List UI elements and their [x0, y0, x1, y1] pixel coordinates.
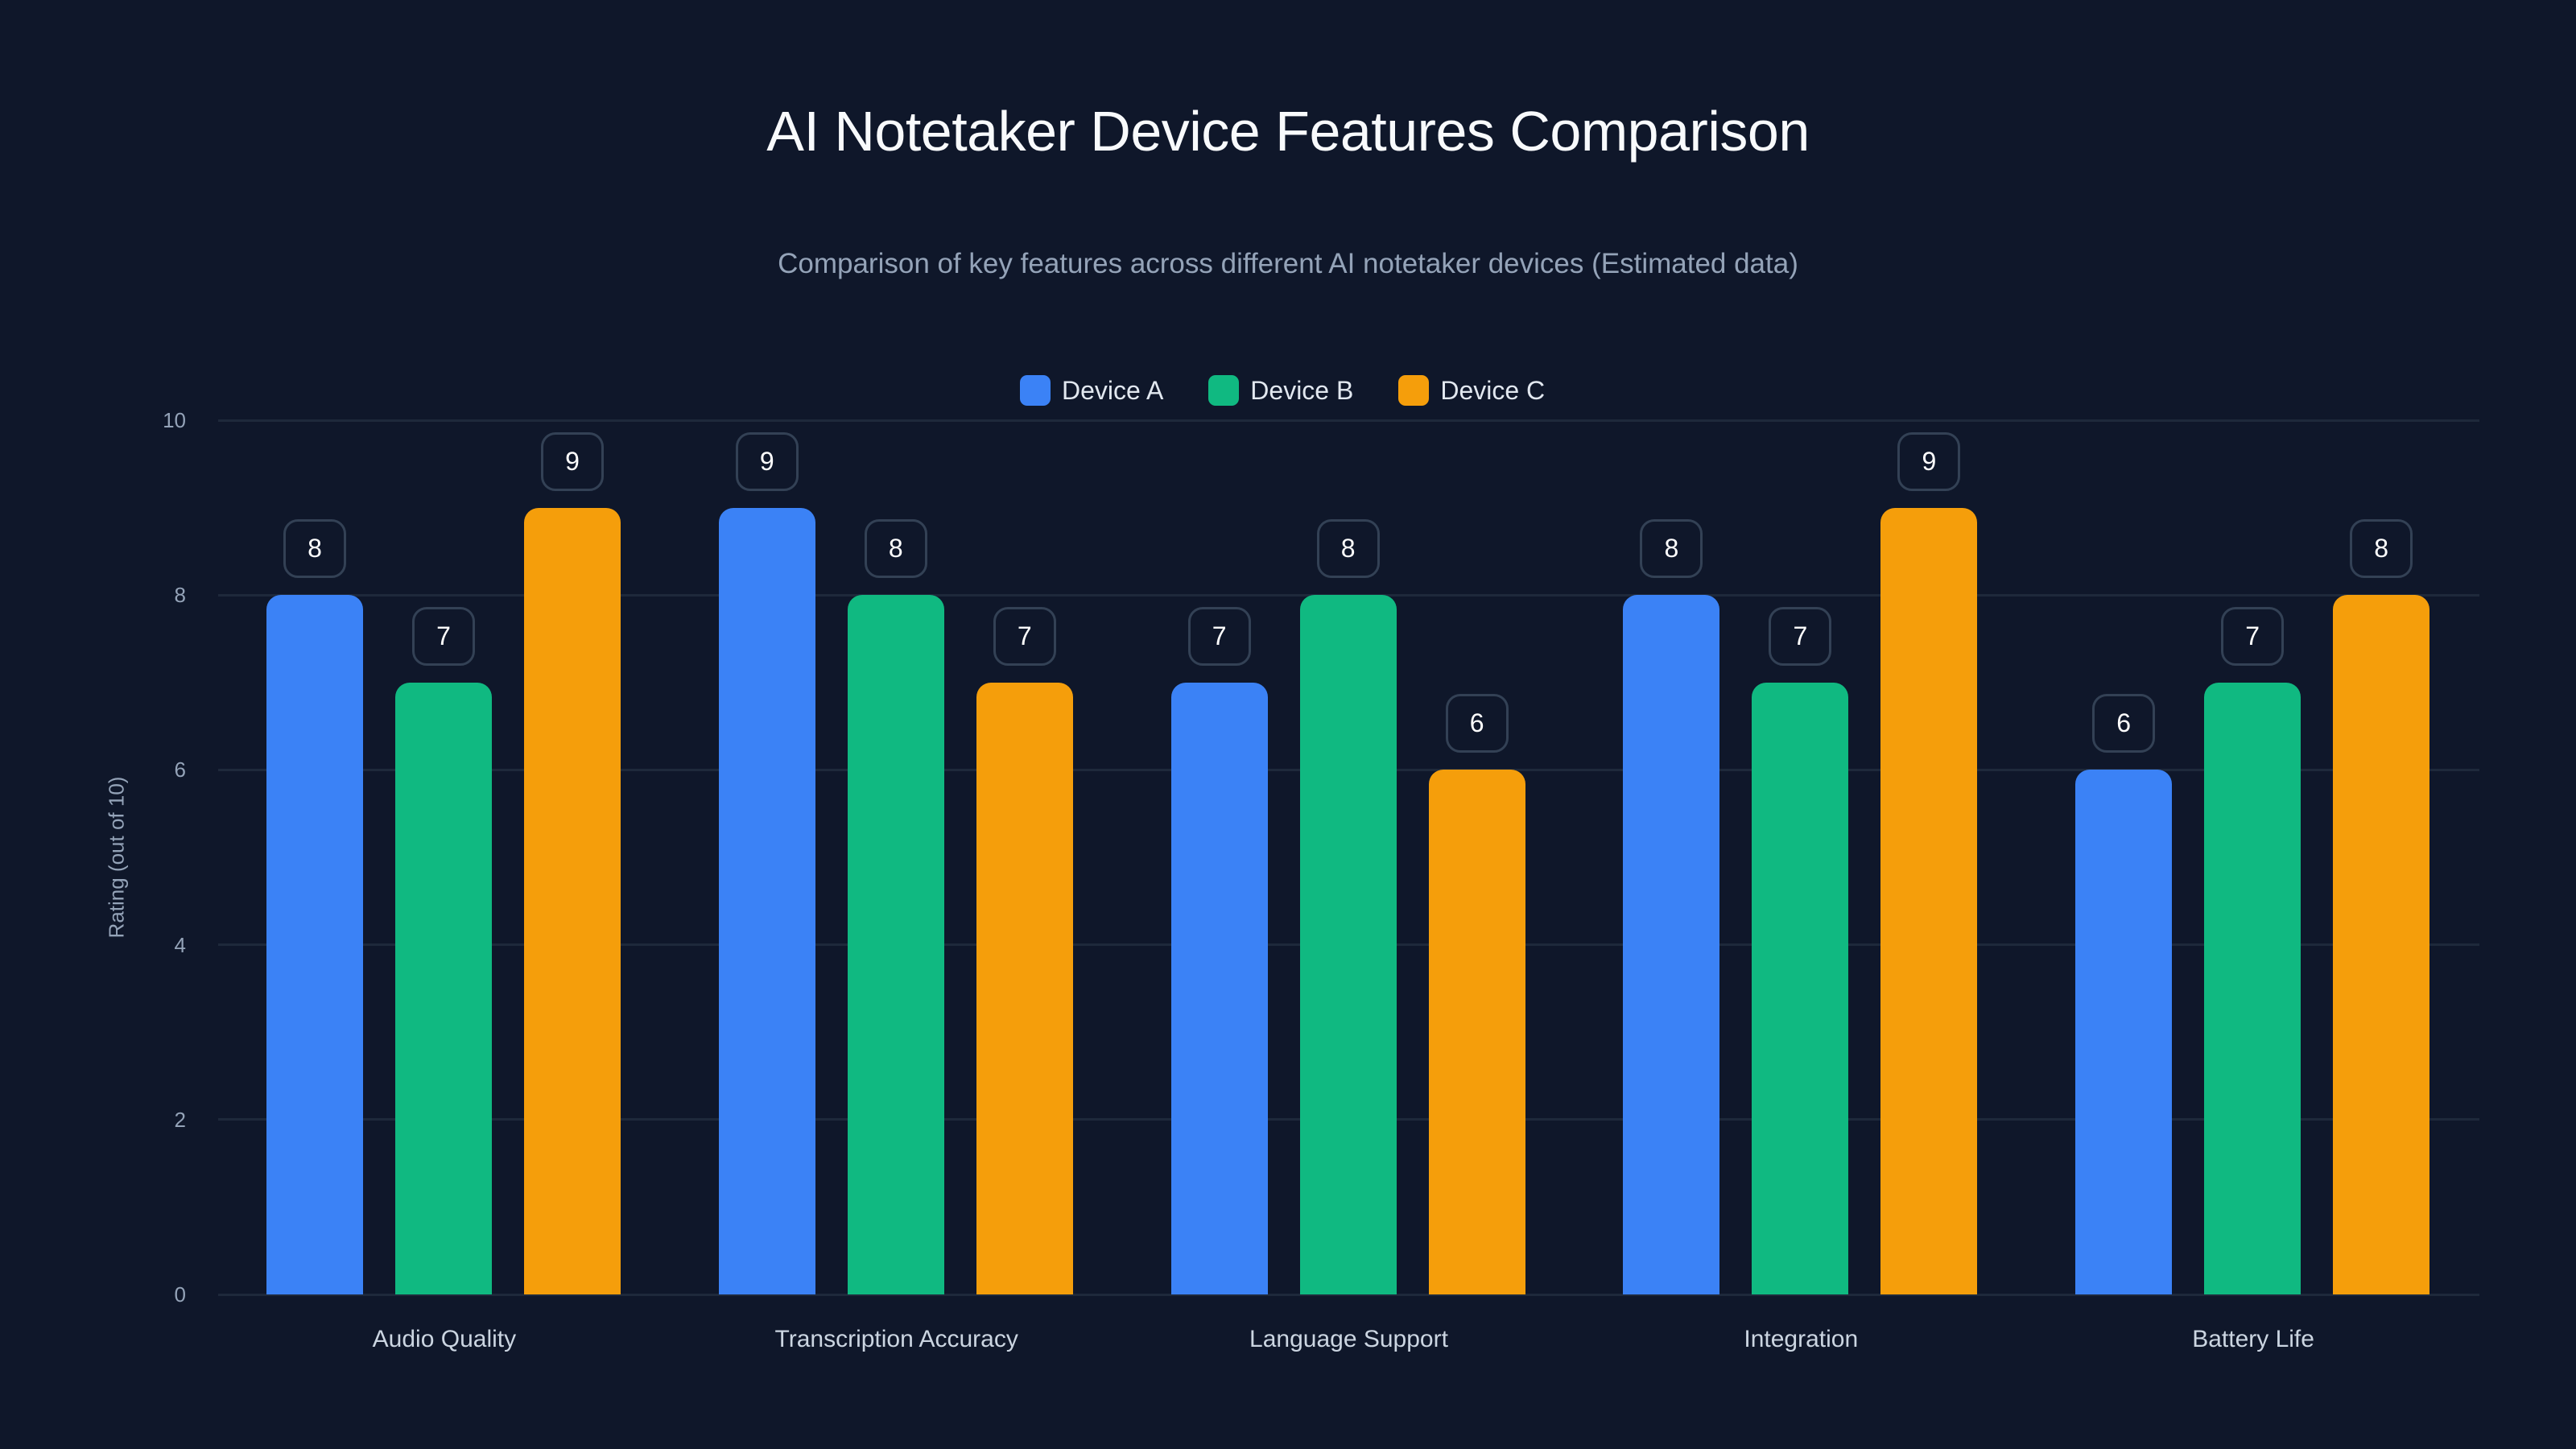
data-label: 8 [1316, 519, 1380, 579]
bar-device-a[interactable] [266, 595, 363, 1294]
data-label: 7 [412, 606, 475, 666]
data-label: 6 [1445, 694, 1509, 753]
y-tick-label: 2 [174, 1107, 186, 1132]
bar-device-c[interactable] [524, 507, 621, 1294]
plot-area: 0 2 4 6 8 10 8 7 9 Audio Quality 9 8 7 Transcription … [163, 408, 2479, 1352]
chart-title: AI Notetaker Device Features Comparison [766, 100, 1810, 163]
y-tick-label: 0 [174, 1282, 186, 1307]
bar-group: 6 7 8 Battery Life [2027, 420, 2479, 1352]
bar-group: 7 8 6 Language Support [1123, 420, 1575, 1352]
bar-device-b[interactable] [2204, 682, 2301, 1294]
y-tick-label: 6 [174, 758, 186, 782]
bar-device-a[interactable] [718, 507, 815, 1294]
bar-device-b[interactable] [1752, 682, 1849, 1294]
bar-device-c[interactable] [1880, 507, 1978, 1294]
bar-device-c[interactable] [2333, 595, 2430, 1294]
bar-device-c[interactable] [976, 682, 1073, 1294]
y-tick-label: 8 [174, 583, 186, 608]
bar-device-b[interactable] [1299, 595, 1397, 1294]
data-label: 7 [993, 606, 1056, 666]
bar-group: 9 8 7 Transcription Accuracy [671, 420, 1123, 1352]
data-label: 9 [541, 431, 604, 491]
gridline [218, 419, 2479, 422]
x-tick-label: Language Support [1249, 1326, 1448, 1352]
x-tick-label: Audio Quality [372, 1326, 517, 1352]
x-tick-label: Integration [1744, 1326, 1859, 1352]
data-label: 6 [2092, 694, 2156, 753]
legend-swatch-icon [1208, 375, 1240, 406]
y-tick-label: 4 [174, 932, 186, 957]
bar-device-b[interactable] [847, 595, 944, 1294]
legend-item-device-a[interactable]: Device A [1020, 375, 1163, 406]
data-label: 9 [1897, 431, 1961, 491]
bar-device-b[interactable] [395, 682, 492, 1294]
bar-group: 8 7 9 Audio Quality [218, 420, 671, 1352]
data-label: 8 [864, 519, 927, 579]
legend-swatch-icon [1020, 375, 1051, 406]
data-label: 9 [735, 431, 799, 491]
x-tick-label: Transcription Accuracy [774, 1326, 1018, 1352]
bar-device-a[interactable] [1623, 595, 1720, 1294]
chart-subtitle: Comparison of key features across differ… [778, 248, 1798, 279]
data-label: 8 [2350, 519, 2413, 579]
data-label: 8 [1640, 519, 1703, 579]
bar-group: 8 7 9 Integration [1575, 420, 2027, 1352]
legend-swatch-icon [1398, 375, 1430, 406]
bar-device-a[interactable] [2075, 770, 2173, 1294]
gridline [218, 593, 2479, 597]
y-tick-label: 10 [163, 408, 186, 432]
x-tick-label: Battery Life [2192, 1326, 2314, 1352]
data-label: 7 [2221, 606, 2285, 666]
legend-label: Device B [1250, 376, 1354, 405]
legend-label: Device C [1440, 376, 1546, 405]
legend-item-device-b[interactable]: Device B [1208, 375, 1353, 406]
bar-device-c[interactable] [1428, 770, 1525, 1294]
gridline [218, 1293, 2479, 1296]
legend: Device A Device B Device C [1020, 375, 1545, 406]
data-label: 7 [1769, 606, 1832, 666]
legend-label: Device A [1062, 376, 1164, 405]
legend-item-device-c[interactable]: Device C [1398, 375, 1545, 406]
bar-device-a[interactable] [1170, 682, 1268, 1294]
y-axis-title: Rating (out of 10) [104, 776, 129, 939]
data-label: 7 [1187, 606, 1251, 666]
data-label: 8 [283, 519, 346, 579]
